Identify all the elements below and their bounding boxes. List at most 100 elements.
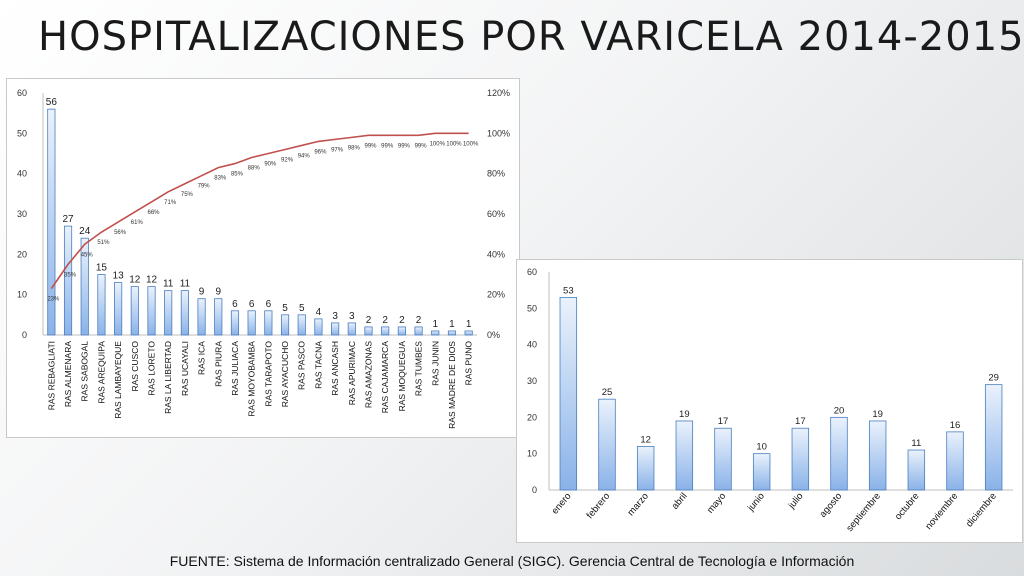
source-note: FUENTE: Sistema de Información centraliz… — [169, 553, 855, 569]
cumulative-label: 45% — [81, 252, 94, 258]
y2-tick-label: 20% — [487, 290, 505, 300]
x-tick-label: RAS ALMENARA — [63, 341, 73, 407]
bar — [830, 416, 848, 491]
data-label: 15 — [96, 263, 108, 274]
y-tick-label: 0 — [532, 485, 537, 495]
cumulative-label: 75% — [181, 192, 194, 198]
y-tick-label: 60 — [527, 267, 537, 277]
y2-tick-label: 60% — [487, 209, 505, 219]
y-tick-label: 10 — [17, 290, 27, 300]
data-label: 20 — [834, 405, 845, 416]
bar — [791, 427, 810, 491]
data-label: 19 — [679, 409, 690, 420]
data-label: 1 — [449, 319, 455, 330]
slide-title: HOSPITALIZACIONES POR VARICELA 2014-2015 — [38, 14, 1024, 60]
x-tick-label: RAS UCAYALI — [180, 341, 190, 396]
x-tick-label: RAS AREQUIPA — [96, 341, 106, 404]
x-tick-label: RAS CAJAMARCA — [380, 341, 390, 414]
y-tick-label: 50 — [527, 303, 537, 313]
x-tick-label: RAS MOQUEGUA — [397, 341, 407, 412]
bar — [80, 237, 89, 336]
bar — [636, 445, 655, 491]
x-tick-label: RAS JULIACA — [230, 341, 240, 396]
cumulative-label: 100% — [446, 141, 462, 147]
y2-tick-label: 80% — [487, 169, 505, 179]
cumulative-label: 56% — [114, 230, 127, 236]
cumulative-label: 51% — [97, 240, 110, 246]
bar — [264, 310, 273, 336]
x-tick-label: mayo — [705, 491, 728, 516]
y-tick-label: 20 — [527, 412, 537, 422]
data-label: 3 — [332, 311, 338, 322]
bar — [414, 326, 423, 336]
data-label: 17 — [718, 416, 729, 427]
bar — [331, 322, 340, 336]
bar — [47, 108, 56, 336]
cumulative-label: 99% — [381, 143, 394, 149]
cumulative-label: 85% — [231, 172, 244, 178]
x-tick-label: marzo — [626, 491, 651, 518]
data-label: 27 — [62, 214, 74, 225]
data-label: 9 — [215, 287, 221, 298]
x-tick-label: abril — [670, 491, 690, 512]
bar — [297, 314, 306, 336]
data-label: 25 — [602, 387, 613, 398]
y-tick-label: 60 — [17, 88, 27, 98]
y-tick-label: 20 — [17, 249, 27, 259]
cumulative-label: 99% — [364, 143, 377, 149]
monthly-chart: 0 10 20 30 40 50 60 53 enero 25 febrero 12 marzo 19 ab… — [516, 259, 1023, 543]
x-tick-label: junio — [745, 491, 767, 514]
x-tick-label: RAS LORETO — [147, 341, 157, 396]
y-tick-label: 40 — [17, 169, 27, 179]
cumulative-label: 35% — [64, 272, 77, 278]
x-tick-label: RAS CUSCO — [130, 341, 140, 392]
cumulative-label: 98% — [348, 145, 361, 151]
cumulative-label: 97% — [331, 147, 344, 153]
cumulative-label: 100% — [463, 141, 479, 147]
x-tick-label: julio — [786, 491, 806, 512]
data-label: 2 — [366, 315, 372, 326]
data-label: 2 — [416, 315, 422, 326]
cumulative-label: 79% — [198, 184, 211, 190]
data-label: 13 — [113, 271, 125, 282]
data-label: 24 — [79, 226, 91, 237]
bar — [147, 286, 156, 336]
bar — [984, 384, 1003, 491]
data-label: 29 — [988, 373, 999, 384]
bar — [559, 297, 578, 491]
data-label: 11 — [163, 279, 174, 290]
y-tick-label: 10 — [527, 449, 537, 459]
x-tick-label: RAS REBAGLIATI — [46, 341, 56, 410]
data-label: 1 — [466, 319, 472, 330]
cumulative-label: 66% — [147, 210, 160, 216]
bar — [247, 310, 256, 336]
data-label: 12 — [146, 275, 158, 286]
cumulative-label: 92% — [281, 157, 294, 163]
cumulative-label: 83% — [214, 176, 227, 182]
bar — [907, 449, 926, 491]
x-tick-label: noviembre — [923, 491, 960, 532]
bar — [164, 290, 173, 336]
bar — [752, 453, 771, 491]
x-tick-label: RAS LAMBAYEQUE — [113, 341, 123, 419]
bar — [63, 225, 73, 336]
cumulative-label: 90% — [264, 162, 277, 168]
y2-tick-label: 120% — [487, 88, 510, 98]
bar — [364, 326, 373, 336]
bar — [180, 290, 189, 336]
data-label: 12 — [640, 434, 651, 445]
x-tick-label: RAS AYACUCHO — [280, 341, 290, 408]
bar — [280, 314, 290, 336]
monthly-chart-svg: 0 10 20 30 40 50 60 53 enero 25 febrero 12 marzo 19 ab… — [527, 267, 1013, 534]
bar — [130, 286, 139, 336]
data-label: 16 — [950, 420, 961, 431]
data-label: 5 — [282, 303, 288, 314]
cumulative-label: 96% — [314, 149, 327, 155]
bar — [598, 398, 616, 491]
x-tick-label: RAS TACNA — [313, 341, 323, 389]
data-label: 5 — [299, 303, 305, 314]
cumulative-label: 71% — [164, 200, 177, 206]
x-tick-label: RAS TUMBES — [414, 341, 424, 396]
data-label: 2 — [399, 315, 405, 326]
data-label: 17 — [795, 416, 806, 427]
